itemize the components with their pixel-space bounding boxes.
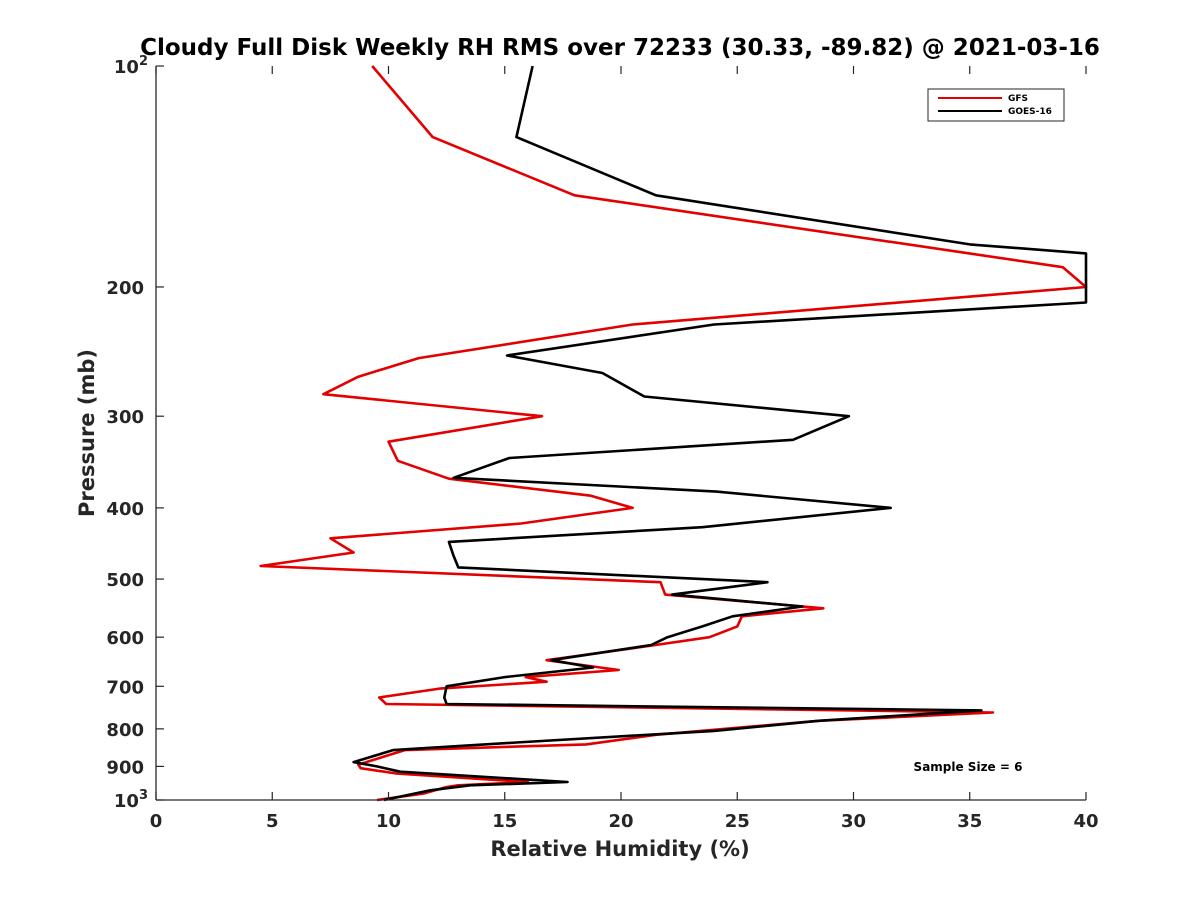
y-ticks: 102 200 300 400 500 600 700 800 900 103 (106, 54, 164, 812)
y-tick-label: 103 (114, 788, 148, 812)
x-axis-label: Relative Humidity (%) (490, 837, 749, 861)
y-tick-label: 500 (106, 570, 144, 591)
y-tick-label: 700 (106, 677, 144, 698)
x-tick-label: 25 (725, 811, 750, 832)
legend-label-goes-16: GOES-16 (1008, 107, 1052, 117)
x-tick-label: 30 (841, 811, 866, 832)
plot-area (156, 66, 1086, 800)
y-tick-label: 200 (106, 278, 144, 299)
x-tick-label: 10 (376, 811, 401, 832)
legend-label-gfs: GFS (1008, 94, 1028, 104)
y-tick-label: 300 (106, 407, 144, 428)
x-tick-label: 0 (150, 811, 163, 832)
x-ticks: 0 5 10 15 20 25 30 35 40 (150, 66, 1099, 832)
sample-size-annotation: Sample Size = 6 (914, 760, 1023, 774)
y-axis-label: Pressure (mb) (75, 349, 99, 517)
y-tick-label: 800 (106, 720, 144, 741)
x-tick-label: 35 (957, 811, 982, 832)
x-tick-label: 15 (492, 811, 517, 832)
series-line-gfs (259, 65, 1088, 802)
x-tick-label: 40 (1073, 811, 1098, 832)
y-tick-label: 400 (106, 499, 144, 520)
x-tick-label: 5 (266, 811, 279, 832)
y-tick-label: 102 (114, 54, 148, 78)
series-layer (259, 65, 1088, 802)
legend-box (927, 88, 1065, 122)
series-line-goes-16 (352, 65, 1088, 802)
x-tick-label: 20 (608, 811, 633, 832)
y-tick-label: 600 (106, 628, 144, 649)
chart-title: Cloudy Full Disk Weekly RH RMS over 7223… (140, 35, 1100, 61)
legend: GFS GOES-16 (927, 88, 1065, 122)
y-tick-label: 900 (106, 757, 144, 778)
